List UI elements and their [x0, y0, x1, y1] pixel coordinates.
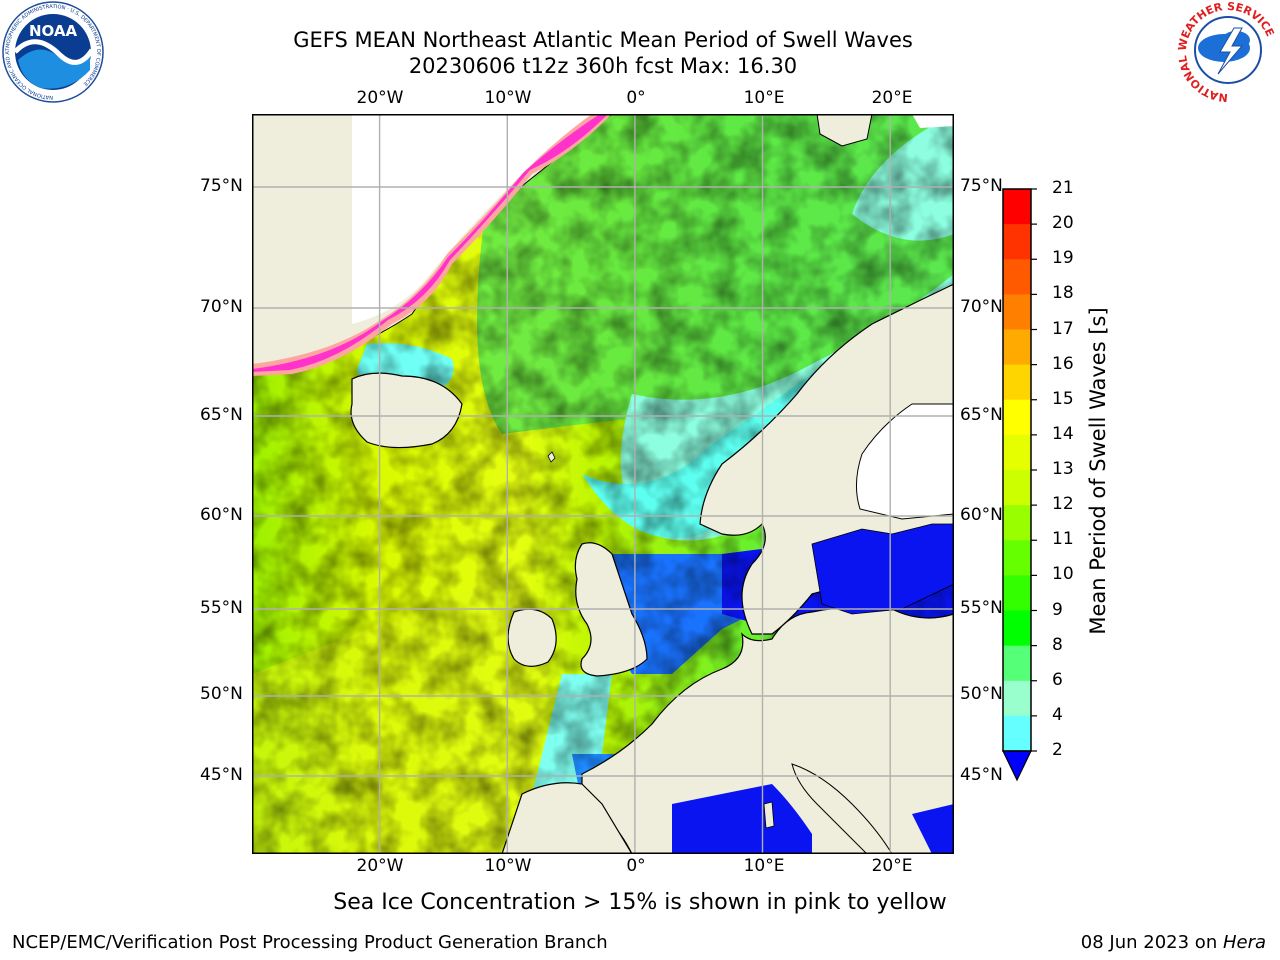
colorbar-swatch — [1003, 715, 1031, 752]
map-frame — [252, 114, 954, 854]
colorbar-swatch — [1003, 294, 1031, 330]
colorbar-tick-label: 15 — [1052, 388, 1074, 409]
colorbar-swatch — [1003, 224, 1031, 260]
colorbar-swatch — [1003, 680, 1031, 717]
lat-label-right-45n: 45°N — [960, 765, 1003, 785]
colorbar-tick-label: 20 — [1052, 213, 1074, 234]
colorbar-tick-label: 4 — [1052, 704, 1063, 725]
colorbar-swatch — [1003, 364, 1031, 401]
colorbar-swatch — [1003, 645, 1031, 682]
lon-label-top-20e: 20°E — [871, 88, 913, 108]
colorbar-tick-label: 16 — [1052, 353, 1074, 374]
noaa-logo-text: NOAA — [29, 22, 78, 40]
lat-label-left-65n: 65°N — [200, 405, 243, 425]
lon-label-bottom-0: 0° — [626, 856, 646, 876]
lat-label-left-60n: 60°N — [200, 505, 243, 525]
footer-date: 08 Jun 2023 on Hera — [1081, 932, 1266, 953]
colorbar-title: Mean Period of Swell Waves [s] — [1086, 307, 1110, 635]
colorbar-tick-label: 2 — [1052, 740, 1063, 760]
lat-label-left-75n: 75°N — [200, 176, 243, 196]
colorbar-swatch — [1003, 434, 1031, 471]
colorbar-tick-label: 13 — [1052, 459, 1074, 479]
colorbar-tick-label: 6 — [1052, 669, 1063, 690]
colorbar-tick-label: 11 — [1052, 529, 1074, 550]
lat-label-left-50n: 50°N — [200, 684, 243, 704]
iceland-land — [350, 372, 463, 449]
lon-label-bottom-10w: 10°W — [484, 856, 532, 876]
colorbar-swatch — [1003, 399, 1031, 436]
colorbar-swatch — [1003, 575, 1031, 611]
lon-label-bottom-20e: 20°E — [871, 856, 913, 876]
ireland-land — [507, 608, 557, 667]
footer-date-text: 08 Jun 2023 on — [1080, 932, 1223, 953]
graticule — [252, 114, 954, 854]
lat-label-left-45n: 45°N — [200, 765, 243, 785]
nws-logo-icon: NATIONAL WEATHER SERVICE — [1176, 0, 1277, 104]
colorbar-tick-label: 9 — [1052, 599, 1063, 620]
lat-label-right-55n: 55°N — [960, 598, 1003, 618]
colorbar-swatch — [1003, 540, 1031, 576]
colorbar-tick-label: 12 — [1052, 494, 1074, 515]
chart-title: GEFS MEAN Northeast Atlantic Mean Period… — [293, 28, 913, 52]
colorbar — [1002, 188, 1037, 782]
colorbar-extend-arrow — [1002, 750, 1032, 782]
colorbar-tick-label: 21 — [1052, 178, 1074, 198]
colorbar-swatch — [1003, 189, 1031, 225]
colorbar-swatch — [1003, 259, 1031, 295]
lat-label-right-50n: 50°N — [960, 684, 1003, 704]
colorbar-swatch — [1003, 329, 1031, 366]
lon-label-top-10w: 10°W — [484, 88, 532, 108]
lon-label-top-20w: 20°W — [356, 88, 404, 108]
colorbar-tick-label: 17 — [1052, 318, 1074, 339]
lat-label-left-55n: 55°N — [200, 598, 243, 618]
lat-label-right-75n: 75°N — [960, 176, 1003, 196]
colorbar-tick-label: 19 — [1052, 248, 1074, 269]
chart-subtitle: 20230606 t12z 360h fcst Max: 16.30 — [408, 54, 798, 78]
colorbar-swatch — [1003, 505, 1031, 541]
colorbar-swatch — [1003, 610, 1031, 647]
colorbar-swatch — [1003, 470, 1031, 506]
colorbar-tick-label: 10 — [1052, 564, 1074, 585]
lat-label-right-60n: 60°N — [960, 505, 1003, 525]
sea-ice-note: Sea Ice Concentration > 15% is shown in … — [333, 890, 947, 915]
lat-label-right-65n: 65°N — [960, 405, 1003, 425]
swell-period-map — [252, 114, 954, 854]
colorbar-tick-label: 8 — [1052, 634, 1063, 655]
footer-machine: Hera — [1222, 932, 1266, 953]
lon-label-bottom-10e: 10°E — [743, 856, 785, 876]
footer-credit: NCEP/EMC/Verification Post Processing Pr… — [12, 932, 608, 953]
colorbar-tick-label: 14 — [1052, 423, 1074, 444]
lat-label-right-70n: 70°N — [960, 297, 1003, 317]
noaa-logo-icon: NOAA NATIONAL OCEANIC AND ATMOSPHERIC AD… — [2, 1, 104, 103]
lon-label-top-0: 0° — [626, 88, 646, 108]
colorbar-tick-label: 18 — [1052, 283, 1074, 304]
lon-label-bottom-20w: 20°W — [356, 856, 404, 876]
lat-label-left-70n: 70°N — [200, 297, 243, 317]
lon-label-top-10e: 10°E — [743, 88, 785, 108]
